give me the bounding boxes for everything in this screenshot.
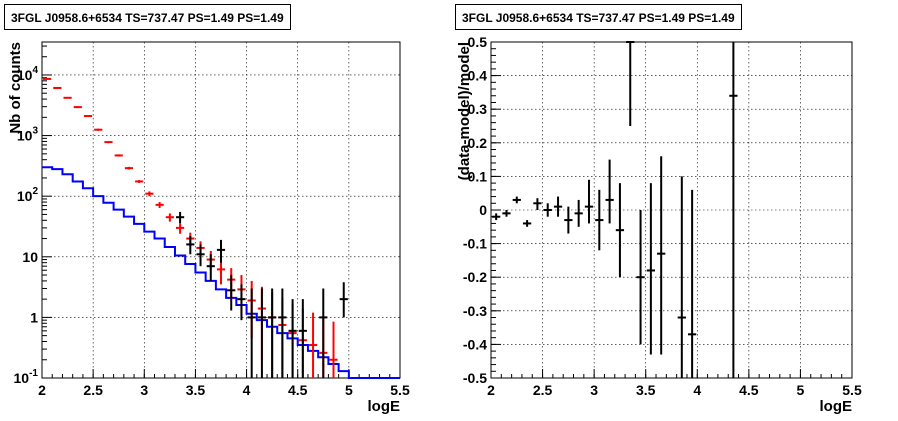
data-point (196, 244, 205, 267)
residual-point (502, 210, 511, 217)
residual-point (595, 189, 604, 251)
x-tick-label: 3 (590, 382, 598, 398)
left-panel: 3FGL J0958.6+6534 TS=737.47 PS=1.49 PS=1… (4, 4, 410, 415)
model-point (83, 115, 93, 118)
y-tick-label: 0.5 (468, 34, 488, 50)
model-point (104, 141, 113, 144)
model-point (73, 106, 82, 109)
x-tick-label: 2 (38, 382, 46, 398)
x-tick-label: 3.5 (186, 382, 206, 398)
model-point (53, 86, 62, 89)
model-point (135, 179, 144, 184)
data-point (206, 254, 215, 281)
residual-point (688, 189, 697, 378)
y-tick-label: -0.5 (463, 370, 487, 386)
y-tick-label: 0.3 (468, 101, 488, 117)
model-point (43, 77, 52, 80)
data-point (216, 239, 226, 263)
data-point (278, 288, 287, 378)
x-tick-label: 4 (243, 382, 251, 398)
residual-point (729, 42, 738, 378)
model-point (329, 321, 338, 378)
x-tick-label: 4.5 (739, 382, 759, 398)
model-point (155, 202, 164, 208)
residual-point (512, 196, 521, 204)
left-chart-title: 3FGL J0958.6+6534 TS=737.47 PS=1.49 PS=1… (4, 4, 291, 30)
plot-area (42, 42, 400, 378)
model-point (165, 213, 174, 222)
residual-point (574, 199, 583, 227)
data-point (268, 288, 277, 378)
x-tick-label: 2.5 (533, 382, 553, 398)
data-point (288, 299, 297, 378)
model-point (114, 154, 123, 157)
data-point (237, 284, 246, 321)
x-tick-label: 5 (345, 382, 353, 398)
right-chart-title: 3FGL J0958.6+6534 TS=737.47 PS=1.49 PS=1… (455, 4, 742, 30)
residual-point (626, 41, 635, 126)
data-point (186, 236, 195, 255)
x-tick-label: 3 (140, 382, 148, 398)
model-point (63, 96, 72, 99)
data-point (319, 288, 328, 378)
data-point (257, 288, 267, 378)
x-tick-label: 4 (693, 382, 701, 398)
y-tick-label: 10-1 (14, 368, 39, 386)
residual-point (553, 196, 563, 217)
y-tick-label: 102 (17, 186, 39, 204)
data-point (298, 299, 307, 378)
x-tick-label: 5 (797, 382, 805, 398)
model-point (175, 223, 185, 234)
data-point (175, 211, 185, 224)
data-point (339, 282, 348, 318)
data-point (247, 288, 256, 378)
y-axis-title: (data-model)/model (456, 42, 473, 180)
right-panel: 3FGL J0958.6+6534 TS=737.47 PS=1.49 PS=1… (449, 0, 898, 421)
residual-point (584, 179, 594, 224)
model-point (124, 166, 134, 170)
x-tick-label: 3.5 (636, 382, 656, 398)
x-tick-label: 2.5 (83, 382, 103, 398)
y-tick-label: 0 (479, 202, 487, 218)
y-tick-label: 1 (30, 309, 38, 325)
residual-point (564, 206, 573, 234)
residuals-chart: 2 2.5 3 3.5 4 4.5 5 5.5 -0.5 -0.4 -0.3 -0.2 -0.1 0 0.1… (456, 34, 862, 415)
y-tick-label: -0.4 (463, 336, 487, 352)
model-point (145, 191, 154, 197)
y-tick-label: -0.2 (463, 269, 487, 285)
model-point (308, 312, 318, 378)
residual-point (657, 156, 666, 355)
x-axis-title: logE (820, 398, 853, 415)
x-axis-title: logE (368, 398, 401, 415)
residual-point (636, 210, 645, 345)
y-tick-label: 0.2 (468, 135, 488, 151)
y-tick-label: -0.1 (463, 236, 487, 252)
model-histogram-line (42, 166, 400, 379)
residual-point (492, 213, 501, 221)
data-point (227, 275, 236, 311)
residual-point (522, 220, 532, 227)
residual-point (615, 183, 625, 278)
y-tick-label: -0.3 (463, 303, 487, 319)
residual-point (646, 183, 655, 355)
plot-frame (41, 41, 401, 379)
residual-point (533, 198, 542, 210)
residual-point (605, 159, 614, 224)
y-axis-title: Nb of counts (7, 42, 24, 134)
model-point (94, 128, 103, 131)
x-tick-label: 2 (487, 382, 495, 398)
x-tick-label: 5.5 (842, 382, 862, 398)
model-point (216, 259, 226, 285)
x-tick-label: 5.5 (390, 382, 410, 398)
y-tick-label: 0.4 (468, 68, 488, 84)
x-tick-label: 4.5 (288, 382, 308, 398)
residual-point (677, 176, 686, 378)
residual-point (543, 203, 552, 217)
y-tick-label: 10 (22, 249, 38, 265)
y-tick-label: 0.1 (468, 168, 488, 184)
